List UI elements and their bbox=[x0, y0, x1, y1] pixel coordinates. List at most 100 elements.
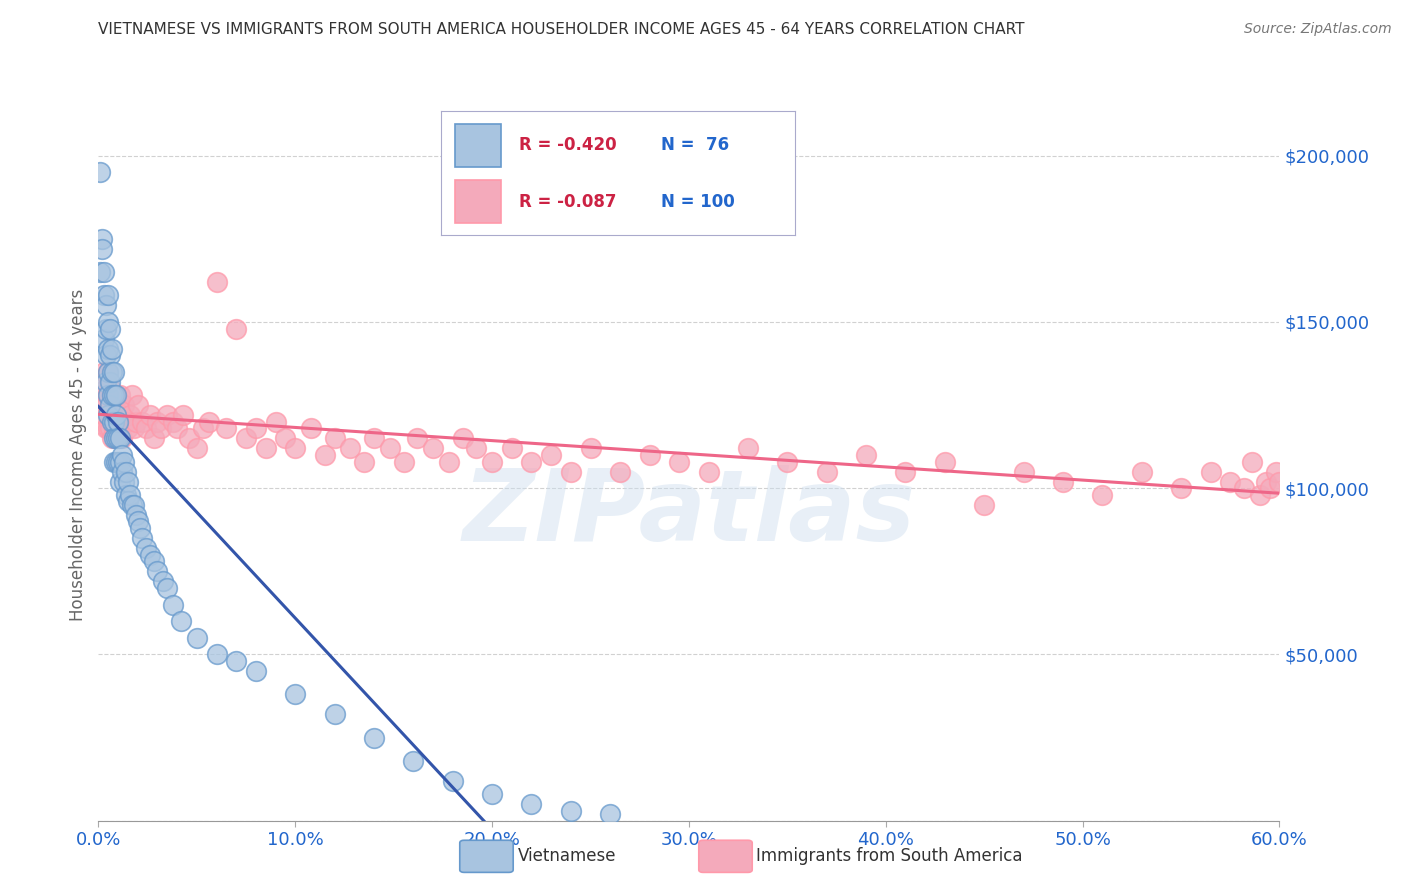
Point bbox=[402, 754, 425, 768]
Point bbox=[540, 448, 562, 462]
Point bbox=[103, 415, 125, 429]
Point bbox=[1199, 465, 1222, 479]
Point bbox=[97, 315, 120, 329]
Y-axis label: Householder Income Ages 45 - 64 years: Householder Income Ages 45 - 64 years bbox=[69, 289, 87, 621]
Point bbox=[89, 165, 111, 179]
Point bbox=[465, 442, 488, 456]
Point bbox=[314, 448, 336, 462]
Point bbox=[103, 454, 125, 468]
Point bbox=[105, 454, 128, 468]
Point bbox=[122, 421, 145, 435]
Point bbox=[205, 275, 228, 289]
Point bbox=[599, 807, 621, 822]
Point bbox=[101, 415, 124, 429]
Point bbox=[1264, 465, 1286, 479]
Point bbox=[103, 431, 125, 445]
Point bbox=[162, 415, 184, 429]
Point bbox=[96, 321, 118, 335]
Point bbox=[112, 454, 135, 468]
Point bbox=[225, 321, 247, 335]
Point bbox=[101, 415, 124, 429]
Point bbox=[225, 654, 247, 668]
Point bbox=[1254, 475, 1277, 489]
Point bbox=[108, 415, 131, 429]
Point bbox=[579, 442, 602, 456]
Point bbox=[107, 431, 129, 445]
Point bbox=[186, 442, 208, 456]
Point bbox=[115, 488, 138, 502]
Point bbox=[105, 408, 128, 422]
Point bbox=[121, 388, 143, 402]
Point bbox=[284, 442, 307, 456]
Point bbox=[156, 408, 179, 422]
Point bbox=[353, 454, 375, 468]
Point bbox=[111, 408, 134, 422]
Point bbox=[93, 332, 115, 346]
Point bbox=[117, 494, 139, 508]
Point bbox=[138, 408, 160, 422]
Point bbox=[115, 415, 138, 429]
Point bbox=[96, 381, 118, 395]
Point bbox=[96, 421, 118, 435]
Point bbox=[97, 408, 120, 422]
Point bbox=[1233, 481, 1256, 495]
Point bbox=[131, 531, 153, 545]
Point bbox=[406, 431, 429, 445]
Point bbox=[96, 375, 118, 389]
Point bbox=[166, 421, 188, 435]
Point bbox=[105, 431, 128, 445]
Point bbox=[451, 431, 474, 445]
Point bbox=[96, 298, 118, 312]
Point bbox=[142, 431, 165, 445]
Point bbox=[103, 421, 125, 435]
Point bbox=[107, 398, 129, 412]
Point bbox=[560, 804, 582, 818]
Point bbox=[93, 365, 115, 379]
Point bbox=[97, 365, 120, 379]
Point bbox=[363, 731, 385, 745]
Point bbox=[1091, 488, 1114, 502]
Point bbox=[98, 348, 121, 362]
Point bbox=[323, 431, 346, 445]
Point bbox=[101, 388, 124, 402]
Point bbox=[112, 398, 135, 412]
Text: ZIPatlas: ZIPatlas bbox=[463, 465, 915, 562]
Point bbox=[135, 541, 157, 555]
Point bbox=[103, 398, 125, 412]
Point bbox=[98, 408, 121, 422]
Point bbox=[422, 442, 444, 456]
Point bbox=[111, 448, 134, 462]
Point bbox=[172, 408, 194, 422]
Point bbox=[186, 631, 208, 645]
Point bbox=[197, 415, 219, 429]
Point bbox=[245, 421, 267, 435]
Point bbox=[284, 687, 307, 701]
Point bbox=[437, 454, 460, 468]
Point bbox=[1012, 465, 1035, 479]
Point bbox=[138, 548, 160, 562]
Point bbox=[520, 454, 543, 468]
Point bbox=[111, 431, 134, 445]
Text: Source: ZipAtlas.com: Source: ZipAtlas.com bbox=[1244, 22, 1392, 37]
Point bbox=[934, 454, 956, 468]
Point bbox=[107, 415, 129, 429]
Point bbox=[117, 475, 139, 489]
Point bbox=[107, 454, 129, 468]
Point bbox=[125, 415, 148, 429]
Point bbox=[191, 421, 214, 435]
Point bbox=[105, 388, 128, 402]
Point bbox=[105, 388, 128, 402]
Point bbox=[855, 448, 877, 462]
Point bbox=[101, 431, 124, 445]
Point bbox=[122, 498, 145, 512]
Point bbox=[97, 288, 120, 302]
Point bbox=[101, 388, 124, 402]
Point bbox=[93, 265, 115, 279]
Point bbox=[103, 388, 125, 402]
Point bbox=[894, 465, 917, 479]
Point bbox=[118, 408, 141, 422]
Point bbox=[339, 442, 361, 456]
Point bbox=[108, 431, 131, 445]
Point bbox=[97, 388, 120, 402]
Point bbox=[107, 421, 129, 435]
